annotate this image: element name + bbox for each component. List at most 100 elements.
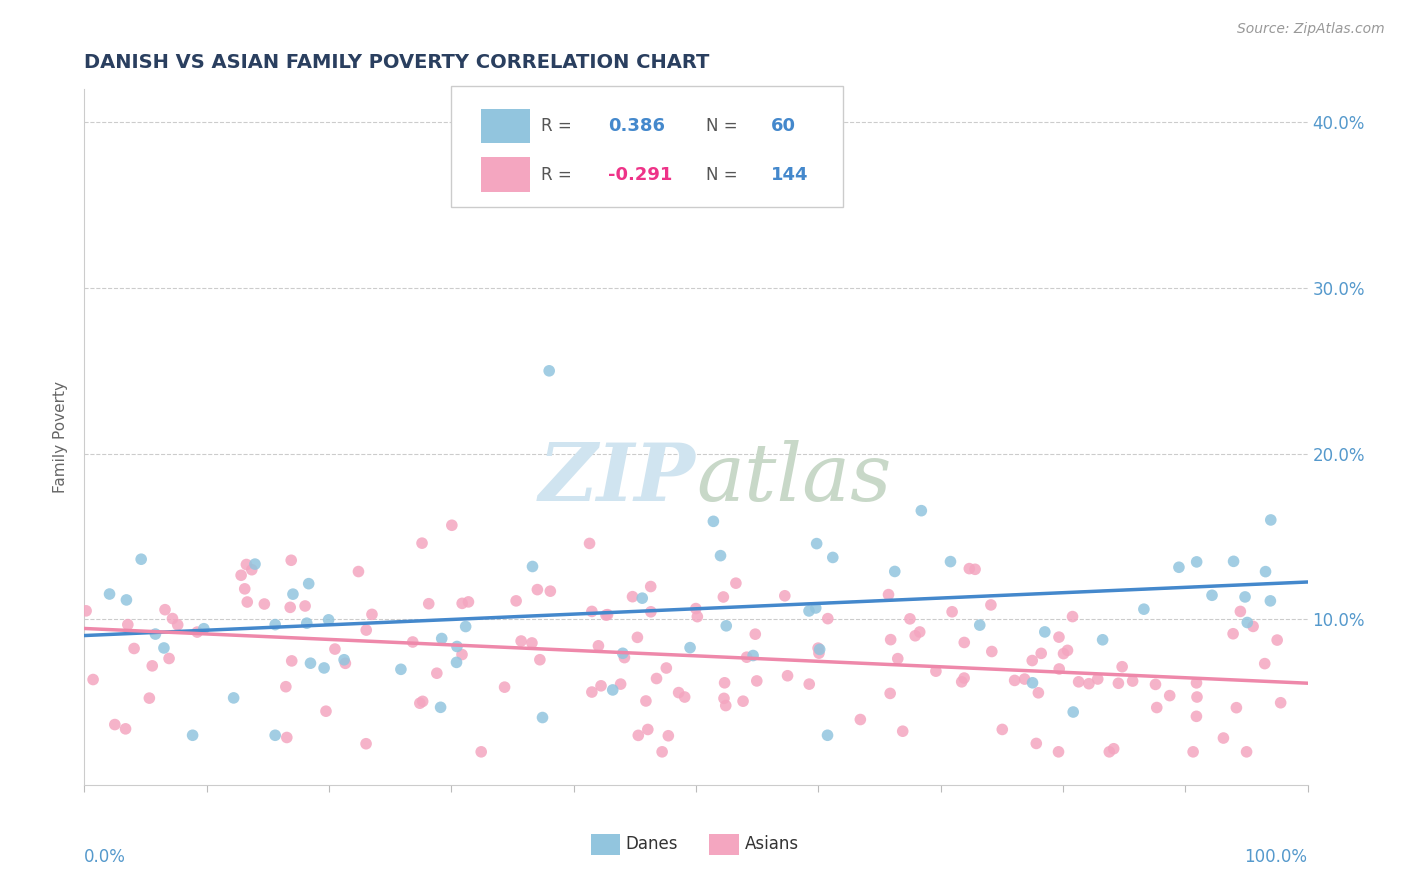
Point [253, 597, 276, 611]
Point [402, 635, 425, 649]
Point [141, 658, 163, 673]
Text: 144: 144 [770, 166, 808, 184]
Point [440, 518, 463, 533]
Point [1270, 696, 1292, 710]
Point [538, 364, 561, 378]
Point [1091, 632, 1114, 647]
Point [1185, 676, 1208, 690]
Point [808, 642, 831, 657]
Point [773, 589, 796, 603]
Point [807, 646, 830, 660]
Point [941, 605, 963, 619]
Point [640, 605, 662, 619]
Point [430, 632, 453, 646]
Point [470, 745, 492, 759]
Point [685, 601, 707, 615]
Text: R =: R = [541, 166, 576, 184]
Point [1052, 647, 1074, 661]
Point [595, 608, 617, 623]
Point [1122, 674, 1144, 689]
Point [1167, 560, 1189, 574]
Point [1047, 662, 1070, 676]
Point [578, 536, 600, 550]
Point [686, 609, 709, 624]
Point [333, 653, 356, 667]
Point [1107, 676, 1129, 690]
Point [361, 607, 384, 622]
Point [950, 674, 973, 689]
Text: 0.0%: 0.0% [84, 847, 127, 865]
Point [651, 745, 673, 759]
Point [181, 728, 204, 742]
Point [1254, 565, 1277, 579]
Point [621, 590, 644, 604]
Point [412, 694, 434, 708]
Point [153, 603, 176, 617]
FancyBboxPatch shape [481, 109, 530, 144]
Point [953, 635, 976, 649]
Point [264, 728, 287, 742]
Point [821, 550, 844, 565]
Point [280, 654, 302, 668]
Point [157, 651, 180, 665]
Point [236, 595, 259, 609]
Point [655, 661, 678, 675]
Point [295, 616, 318, 631]
Point [776, 669, 799, 683]
Point [1146, 700, 1168, 714]
Point [186, 625, 208, 640]
Point [1056, 643, 1078, 657]
Point [1133, 602, 1156, 616]
Point [581, 685, 603, 699]
Point [883, 565, 905, 579]
Point [1025, 736, 1047, 750]
Point [446, 640, 468, 654]
Point [451, 648, 474, 662]
Point [849, 713, 872, 727]
Point [117, 617, 139, 632]
Point [957, 561, 980, 575]
Point [742, 648, 765, 663]
Point [1062, 609, 1084, 624]
FancyBboxPatch shape [591, 834, 620, 855]
Point [1102, 741, 1125, 756]
Point [1028, 686, 1050, 700]
Point [1185, 690, 1208, 704]
Point [354, 623, 377, 637]
Point [817, 728, 839, 742]
Point [323, 642, 346, 657]
Point [1004, 673, 1026, 688]
Point [735, 650, 758, 665]
Text: Source: ZipAtlas.com: Source: ZipAtlas.com [1237, 22, 1385, 37]
Point [1014, 672, 1036, 686]
Point [1265, 633, 1288, 648]
Point [1098, 745, 1121, 759]
Point [1241, 619, 1264, 633]
Point [1031, 646, 1053, 660]
Point [953, 671, 976, 685]
Point [510, 634, 533, 648]
Point [797, 604, 820, 618]
Point [314, 661, 336, 675]
Point [114, 722, 136, 736]
Point [1111, 659, 1133, 673]
Point [898, 612, 921, 626]
Text: -0.291: -0.291 [607, 166, 672, 184]
Point [409, 696, 432, 710]
Point [1236, 615, 1258, 630]
Point [162, 611, 184, 625]
Point [904, 629, 927, 643]
Point [980, 598, 1002, 612]
Point [679, 640, 702, 655]
Text: 0.386: 0.386 [607, 117, 665, 135]
Point [1222, 554, 1244, 568]
Point [98, 587, 121, 601]
Text: DANISH VS ASIAN FAMILY POVERTY CORRELATION CHART: DANISH VS ASIAN FAMILY POVERTY CORRELATI… [84, 54, 710, 72]
Text: N =: N = [706, 117, 742, 135]
Point [347, 565, 370, 579]
Point [713, 675, 735, 690]
Point [637, 723, 659, 737]
Point [274, 680, 297, 694]
Point [1144, 677, 1167, 691]
FancyBboxPatch shape [451, 86, 842, 208]
